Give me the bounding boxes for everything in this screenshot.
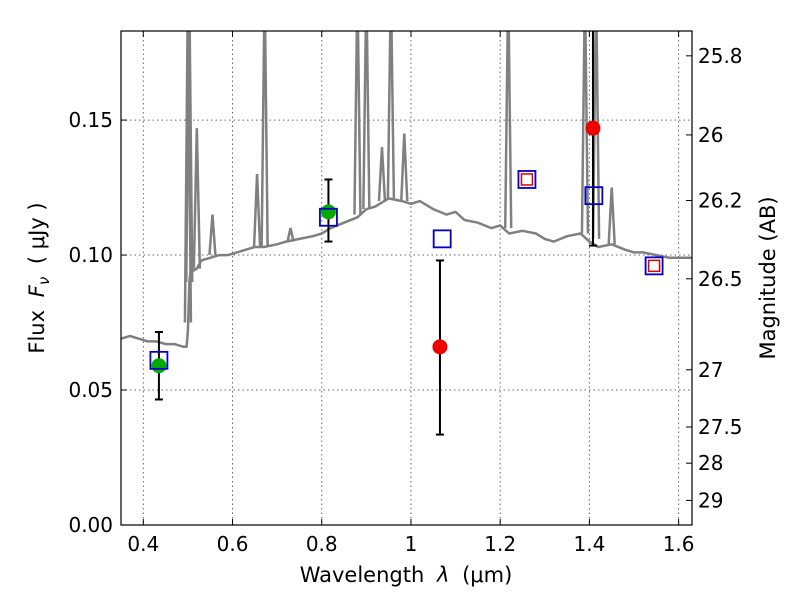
x-tick-label: 0.8	[306, 532, 338, 556]
model-photometry-square	[149, 350, 169, 370]
emission-line-spike	[260, 31, 269, 247]
magnitude-tick-label: 26.2	[698, 189, 743, 213]
error-bars	[151, 31, 601, 436]
emission-line-spike	[252, 174, 262, 248]
observed-point	[432, 339, 448, 355]
emission-line-spike	[503, 31, 513, 229]
magnitude-tick-label: 26	[698, 123, 723, 147]
emission-line-spike	[400, 133, 409, 202]
x-tick-label: 0.6	[217, 532, 249, 556]
model-photometry-square	[644, 256, 664, 276]
x-tick-label: 1.2	[484, 532, 516, 556]
observed-point	[320, 204, 336, 220]
x-tick-label: 1.6	[663, 532, 695, 556]
emission-line-spike	[286, 227, 295, 242]
magnitude-tick-label: 28	[698, 451, 723, 475]
y2-axis-label: Magnitude (AB)	[756, 196, 780, 359]
y-tick-label: 0.00	[68, 513, 113, 537]
emission-line-spike	[580, 31, 590, 234]
model-photometry-square	[432, 229, 452, 249]
model-photometry-square	[584, 186, 604, 206]
magnitude-tick-label: 25.8	[698, 44, 743, 68]
grid	[121, 31, 692, 526]
y-tick-label: 0.05	[68, 378, 113, 402]
inner-red-square	[520, 173, 534, 186]
y-tick-label: 0.10	[68, 243, 113, 267]
emission-line-spike	[353, 31, 362, 215]
magnitude-tick-label: 27	[698, 358, 723, 382]
x-axis-label: Wavelength λ (μm)	[300, 563, 513, 587]
y-axis-label: Flux Fν ( μJy )	[25, 202, 54, 353]
x-tick-label: 1	[405, 532, 418, 556]
model-photometry-square	[319, 207, 338, 227]
emission-line-spike	[377, 147, 387, 202]
axis-ticks: 0.4 0.6 0.8 1 1.2 1.4 1.6 0.00 0.05 0.10 0.15 25.8 2…	[68, 31, 743, 556]
magnitude-tick-label: 29	[698, 488, 723, 512]
emission-line-spike	[192, 128, 202, 269]
y-tick-label: 0.15	[68, 108, 113, 132]
x-tick-label: 0.4	[127, 532, 159, 556]
plot-frame	[120, 30, 693, 526]
emission-line-spike	[386, 31, 396, 199]
model-photometry-square	[517, 170, 537, 189]
emission-line-spike	[607, 187, 616, 245]
model-spectrum-line	[121, 197, 692, 349]
emission-line-spike	[185, 31, 194, 283]
magnitude-tick-label: 27.5	[698, 415, 743, 439]
observed-point	[585, 120, 601, 136]
plot-area	[121, 31, 692, 349]
emission-line-spike	[362, 31, 371, 210]
emission-line-spike	[591, 31, 601, 239]
x-tick-label: 1.4	[573, 532, 605, 556]
inner-red-square	[647, 259, 661, 273]
emission-line-spike	[208, 214, 217, 256]
observed-point	[151, 358, 167, 374]
magnitude-tick-label: 26.5	[698, 267, 743, 291]
